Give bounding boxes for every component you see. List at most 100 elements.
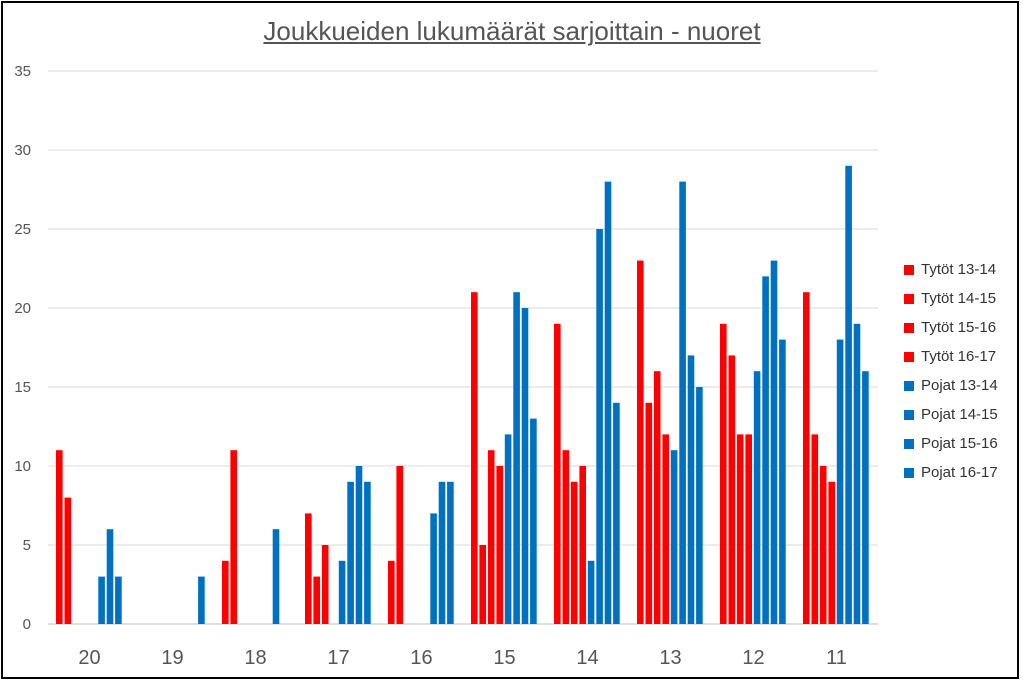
bar [803,292,810,624]
bar [779,339,786,624]
legend-item: Tytöt 14-15 [904,284,1019,313]
chart-title: Joukkueiden lukumäärät sarjoittain - nuo… [263,16,761,46]
x-tick-label: 19 [161,647,183,669]
y-tick-label: 30 [14,142,31,159]
y-tick-label: 10 [14,458,31,475]
bar [736,434,744,624]
y-tick-label: 0 [23,616,31,633]
bar [313,576,320,624]
bar [687,355,695,624]
bar [653,371,661,624]
bar [230,450,237,624]
bar [521,308,529,624]
legend-item: Tytöt 16-17 [904,342,1019,371]
legend-swatch [904,438,914,449]
bar [504,434,512,624]
bar [198,576,205,624]
bar [388,560,395,624]
legend-swatch [904,409,914,420]
bar [438,481,446,624]
bar [496,466,503,624]
x-axis: 20 19 18 17 16 15 14 13 12 11 [78,647,847,669]
legend-swatch [904,467,914,478]
bar [845,165,852,625]
bar [272,529,280,624]
legend-label: Pojat 15-16 [921,435,998,452]
bar [430,513,437,624]
y-axis: 0 5 10 15 20 25 30 35 [14,63,31,633]
x-tick-label: 11 [826,647,847,669]
bar [613,402,620,624]
x-tick-label: 14 [576,647,598,669]
bar [728,355,736,624]
bar [587,560,595,624]
legend-item: Pojat 13-14 [904,371,1019,400]
bar [853,323,861,624]
bar [828,481,835,624]
bar [662,434,669,624]
bar [364,481,371,624]
x-tick-label: 17 [327,647,349,669]
bar [811,434,819,624]
bar [579,466,586,624]
y-tick-label: 5 [23,537,31,554]
y-tick-label: 15 [14,379,31,396]
bar [554,323,561,624]
bar [338,560,346,624]
legend-item: Pojat 15-16 [904,429,1019,458]
bar [106,529,114,624]
legend-label: Pojat 13-14 [921,377,998,394]
bar [56,450,63,624]
legend-item: Pojat 16-17 [904,458,1019,487]
bar [762,276,769,624]
bar [513,292,520,624]
legend-label: Pojat 16-17 [921,464,998,481]
legend-label: Tytöt 16-17 [921,348,997,365]
legend-swatch [904,293,914,304]
bar [696,387,703,624]
legend-label: Pojat 14-15 [921,406,998,423]
x-tick-label: 20 [78,647,100,669]
bar [836,339,844,624]
y-tick-label: 35 [14,63,31,80]
bar [355,466,363,624]
legend-swatch [904,380,914,391]
bar [745,434,752,624]
legend-swatch [904,322,914,333]
bar [596,229,603,624]
bar [604,181,612,624]
gridlines [48,70,878,625]
bar [862,371,869,624]
legend-item: Tytöt 15-16 [904,313,1019,342]
bar [770,260,778,624]
bar [305,513,312,624]
bar [645,402,653,624]
bar [471,292,478,624]
bar [115,576,122,624]
bar [637,260,644,624]
x-tick-label: 15 [493,647,515,669]
bar [447,481,454,624]
legend-item: Pojat 14-15 [904,400,1019,429]
bar [570,481,578,624]
x-tick-label: 18 [244,647,266,669]
bar [679,181,686,624]
bar [98,576,105,624]
x-tick-label: 16 [410,647,432,669]
bar [530,418,537,624]
bar [753,371,761,624]
legend-label: Tytöt 15-16 [921,319,997,336]
bar [487,450,495,624]
bar [670,450,678,624]
x-tick-label: 12 [742,647,764,669]
legend-label: Tytöt 13-14 [921,261,997,278]
bar [321,545,329,624]
legend-label: Tytöt 14-15 [921,290,997,307]
bar [64,497,72,624]
bar [720,323,727,624]
bar [479,545,486,624]
bar [347,481,354,624]
bars [56,165,869,625]
bar [562,450,570,624]
